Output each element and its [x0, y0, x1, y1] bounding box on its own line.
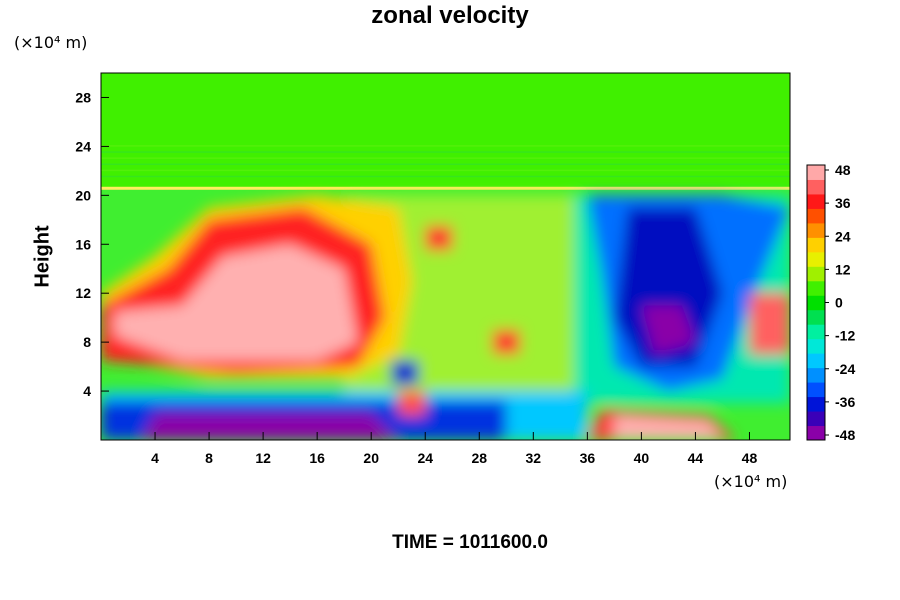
colorbar-segment — [807, 367, 825, 383]
chart-title: zonal velocity — [371, 2, 529, 29]
y-axis-ticks: 4 8 12 16 20 24 28 — [75, 89, 109, 399]
colorbar-segment — [807, 425, 825, 441]
x-tick-label: 20 — [363, 450, 379, 466]
colorbar-tick-label: -36 — [835, 394, 855, 410]
plot-frame — [100, 72, 791, 441]
bottom-negative-core — [141, 413, 399, 440]
x-tick-label: 28 — [471, 450, 487, 466]
east-jet-mid — [614, 207, 723, 367]
colorbar-segment — [807, 280, 825, 296]
x-tick-label: 4 — [151, 450, 159, 466]
small-negative-1 — [391, 360, 419, 385]
colorbar-segment — [807, 222, 825, 238]
y-tick-label: 12 — [75, 285, 91, 301]
colorbar-tick-label: 36 — [835, 195, 851, 211]
x-tick-label: 12 — [255, 450, 271, 466]
colorbar-segment — [807, 165, 825, 180]
colorbar-segment — [807, 324, 825, 340]
x-axis-unit: (×10⁴ m) — [714, 472, 788, 491]
colorbar-tick-label: -48 — [835, 427, 855, 443]
colorbar-tick-label: 0 — [835, 295, 843, 311]
colorbar-segment — [807, 179, 825, 195]
tropopause-line — [101, 186, 790, 190]
colorbar-segment — [807, 338, 825, 354]
colorbar-tick-label: -12 — [835, 328, 855, 344]
x-tick-label: 48 — [742, 450, 758, 466]
time-label: TIME = 1011600.0 — [392, 532, 548, 553]
x-tick-label: 40 — [634, 450, 650, 466]
colorbar-segment — [807, 353, 825, 369]
y-tick-label: 24 — [75, 138, 91, 154]
colorbar-tick-label: 12 — [835, 261, 851, 277]
x-tick-label: 24 — [417, 450, 433, 466]
upper-layer-stripe — [101, 175, 790, 178]
east-negative-core — [641, 305, 696, 355]
upper-layer — [101, 73, 790, 188]
colorbar-segment — [807, 411, 825, 427]
y-tick-label: 28 — [75, 89, 91, 105]
y-tick-label: 16 — [75, 236, 91, 252]
y-tick-label: 20 — [75, 187, 91, 203]
colorbar: 48 36 24 12 0 -12 -24 -36 -48 — [806, 162, 855, 443]
colorbar-segment — [807, 193, 825, 209]
upper-layer-stripe — [101, 169, 790, 172]
x-axis-ticks: 4 8 12 16 20 24 28 32 36 40 44 48 — [151, 432, 757, 466]
colorbar-tick-label: 48 — [835, 162, 851, 178]
colorbar-tick-label: -24 — [835, 361, 855, 377]
colorbar-segment — [807, 396, 825, 412]
y-tick-label: 8 — [83, 334, 91, 350]
west-jet-core — [114, 244, 358, 361]
x-tick-label: 16 — [309, 450, 325, 466]
x-tick-label: 8 — [205, 450, 213, 466]
y-tick-label: 4 — [83, 383, 91, 399]
colorbar-segment — [807, 382, 825, 398]
upper-layer-stripe — [101, 151, 790, 153]
colorbar-segment — [807, 295, 825, 311]
y-axis-unit: (×10⁴ m) — [14, 33, 88, 52]
velocity-field — [101, 73, 790, 440]
small-positive-3 — [398, 391, 426, 416]
blurred-field — [101, 195, 790, 440]
x-tick-label: 44 — [688, 450, 704, 466]
small-positive-1 — [425, 225, 453, 251]
upper-layer-stripe — [101, 157, 790, 159]
colorbar-segment — [807, 237, 825, 253]
x-tick-label: 36 — [580, 450, 596, 466]
colorbar-segment — [807, 251, 825, 267]
upper-layer-stripe — [101, 163, 790, 166]
colorbar-segment — [807, 208, 825, 224]
x-tick-label: 32 — [526, 450, 542, 466]
right-edge-positive — [749, 293, 790, 355]
colorbar-tick-label: 24 — [835, 228, 851, 244]
colorbar-segment — [807, 266, 825, 282]
colorbar-segment — [807, 309, 825, 325]
upper-layer-stripe — [101, 145, 790, 147]
small-positive-2 — [492, 329, 520, 355]
